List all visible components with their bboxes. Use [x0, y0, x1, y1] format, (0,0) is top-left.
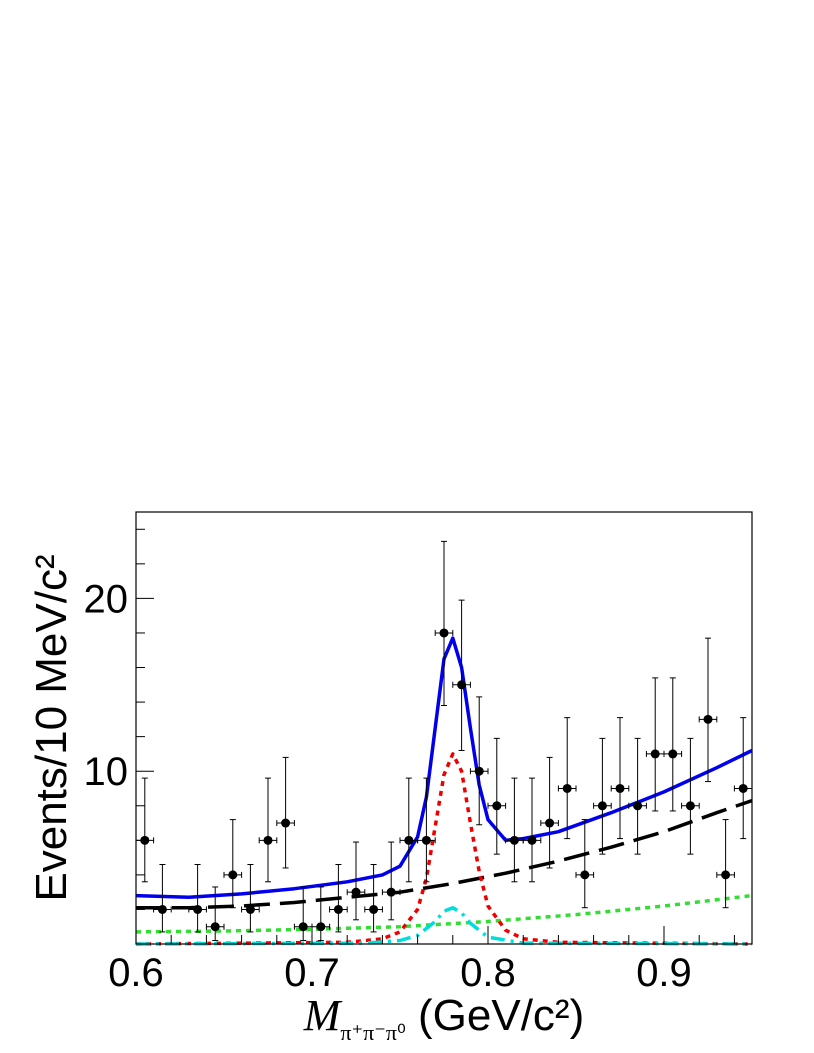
x-tick-labels: 0.6 0.7 0.8 0.9 — [108, 951, 692, 995]
data-point-marker — [421, 835, 431, 845]
fit-curve-dotted-3 — [135, 893, 753, 934]
data-point-marker — [439, 628, 449, 638]
axis-ticks — [135, 528, 735, 945]
fit-curve-solid-1 — [135, 636, 753, 900]
data-point — [681, 737, 700, 855]
data-point-marker — [474, 766, 484, 776]
data-point-marker — [157, 904, 167, 914]
data-point — [540, 756, 559, 869]
y-tick-label: 20 — [84, 577, 129, 621]
fit-curve-dashdot-5 — [135, 905, 753, 946]
data-point — [346, 841, 366, 921]
data-point — [645, 677, 665, 812]
data-point-marker — [597, 801, 607, 811]
data-point — [276, 756, 295, 869]
data-point-marker — [580, 870, 590, 880]
x-axis-title: Mπ⁺π⁻π⁰ (GeV/c²) — [303, 991, 584, 1045]
x-axis-subscript: π⁺π⁻π⁰ — [340, 1020, 406, 1045]
data-point-marker — [193, 904, 203, 914]
data-point-marker — [668, 749, 678, 759]
data-point-marker — [298, 922, 308, 932]
data-point — [364, 864, 383, 933]
fit-curve-dashed-2 — [136, 798, 753, 910]
data-point — [293, 886, 313, 942]
data-point-marker — [369, 904, 379, 914]
x-tick-label: 0.6 — [108, 951, 164, 995]
data-point — [487, 737, 507, 855]
data-point-marker — [386, 887, 396, 897]
data-point — [469, 696, 489, 826]
data-point-marker — [509, 835, 519, 845]
data-points — [135, 540, 753, 942]
data-point-marker — [263, 835, 273, 845]
data-point — [241, 864, 260, 933]
y-tick-labels: 10 20 — [84, 577, 129, 794]
data-point-marker — [281, 818, 291, 828]
data-point — [505, 777, 524, 883]
x-tick-label: 0.8 — [460, 951, 516, 995]
data-point — [417, 777, 436, 883]
data-point-marker — [721, 870, 731, 880]
data-point — [399, 777, 419, 883]
plot-frame — [135, 511, 753, 945]
x-axis-symbol: M — [303, 991, 343, 1040]
data-point — [135, 777, 155, 883]
data-point-marker — [210, 922, 220, 932]
y-axis-title: Events/10 MeV/c² — [27, 554, 76, 901]
data-point-marker — [457, 680, 467, 690]
data-point-marker — [615, 783, 625, 793]
data-point — [311, 886, 331, 942]
data-point — [663, 677, 683, 812]
data-point — [153, 864, 172, 933]
data-point — [522, 777, 542, 883]
data-point — [452, 599, 471, 751]
data-point — [575, 819, 595, 909]
x-tick-label: 0.9 — [636, 951, 692, 995]
data-point — [557, 717, 577, 840]
data-point-marker — [404, 835, 414, 845]
data-point — [381, 841, 401, 921]
data-point-marker — [316, 922, 326, 932]
data-point-marker — [351, 887, 361, 897]
y-tick-label: 10 — [84, 750, 129, 794]
data-point-marker — [545, 818, 555, 828]
data-point — [593, 737, 612, 855]
data-point — [434, 540, 454, 707]
data-point-marker — [245, 904, 255, 914]
data-point-marker — [228, 870, 238, 880]
data-point-marker — [527, 835, 537, 845]
data-point — [610, 717, 630, 840]
data-point-marker — [633, 801, 643, 811]
data-point-marker — [703, 714, 713, 724]
data-point — [205, 886, 225, 942]
data-point — [733, 717, 753, 840]
data-point — [329, 864, 348, 933]
data-point-marker — [685, 801, 695, 811]
data-point — [716, 819, 735, 909]
data-point — [188, 864, 207, 933]
x-tick-label: 0.7 — [284, 951, 340, 995]
fit-curve-dotted-4 — [135, 752, 753, 946]
x-axis-unit: (GeV/c²) — [406, 991, 584, 1040]
data-point — [258, 777, 278, 883]
data-point — [628, 737, 647, 855]
data-point — [698, 637, 718, 783]
data-point-marker — [492, 801, 502, 811]
data-point-marker — [562, 783, 572, 793]
data-point — [223, 819, 243, 909]
fit-curves — [135, 636, 753, 946]
data-point-marker — [650, 749, 660, 759]
data-point-marker — [333, 904, 343, 914]
data-point-marker — [738, 783, 748, 793]
